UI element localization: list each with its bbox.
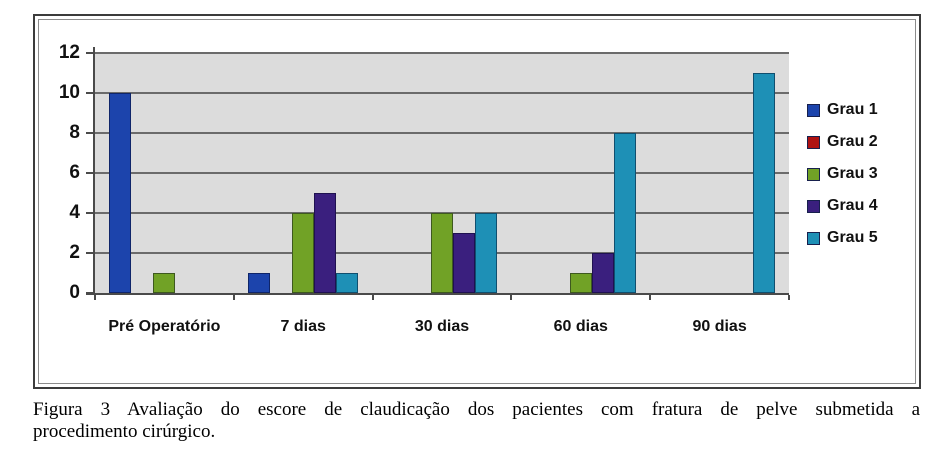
y-tick-mark — [86, 212, 94, 214]
y-tick-mark — [86, 92, 94, 94]
legend-swatch-icon — [807, 199, 820, 213]
y-tick-mark — [86, 252, 94, 254]
y-axis-tick-label: 8 — [69, 122, 80, 143]
legend-item: Grau 2 — [807, 132, 878, 152]
legend-item: Grau 4 — [807, 196, 878, 216]
bar-grau4 — [453, 233, 475, 293]
y-tick-mark — [86, 172, 94, 174]
x-axis-category-label: 7 dias — [280, 318, 326, 335]
legend-label: Grau 3 — [827, 165, 878, 182]
y-axis-tick-label: 10 — [58, 82, 80, 103]
figure-caption-line1: Figura 3 Avaliação do escore de claudica… — [33, 399, 920, 420]
chart-legend: Grau 1 Grau 2 Grau 3 Grau 4 Grau 5 — [807, 100, 878, 260]
x-axis-category-label: 60 dias — [553, 318, 608, 335]
y-gridline — [95, 132, 789, 134]
bar-grau1 — [109, 93, 132, 293]
y-axis-tick-label: 2 — [69, 242, 80, 263]
y-gridline — [95, 52, 789, 54]
legend-swatch-icon — [807, 231, 820, 245]
bar-grau4 — [314, 193, 337, 293]
x-tick-mark — [510, 295, 513, 300]
x-axis-category-label: Pré Operatório — [108, 318, 221, 335]
bar-grau5 — [752, 73, 775, 293]
x-axis-category-label: 90 dias — [692, 318, 747, 335]
bar-grau4 — [591, 253, 614, 293]
legend-swatch-icon — [807, 103, 820, 117]
x-tick-mark — [94, 295, 96, 300]
y-axis-tick-label: 12 — [58, 42, 80, 63]
bar-grau1 — [248, 273, 271, 293]
y-axis-tick-label: 0 — [69, 282, 80, 303]
bar-grau3 — [153, 273, 176, 293]
legend-label: Grau 2 — [827, 133, 878, 150]
bar-chart: 0 2 4 6 8 10 12 Pré Operatório 7 dias 30 dias 60 d… — [35, 16, 919, 387]
y-axis-line — [93, 47, 95, 295]
bar-grau3 — [292, 213, 315, 293]
x-tick-mark — [371, 295, 374, 300]
y-tick-mark — [86, 132, 94, 134]
legend-label: Grau 1 — [827, 101, 878, 118]
x-tick-mark — [788, 295, 790, 300]
y-axis-tick-label: 4 — [69, 202, 80, 223]
y-gridline — [95, 92, 789, 94]
x-axis-category-label: 30 dias — [414, 318, 470, 335]
legend-item: Grau 5 — [807, 228, 878, 248]
figure-frame: 0 2 4 6 8 10 12 Pré Operatório 7 dias 30 dias 60 d… — [33, 14, 921, 389]
x-tick-mark — [232, 295, 235, 300]
bar-grau5 — [613, 133, 636, 293]
legend-item: Grau 1 — [807, 100, 878, 120]
legend-label: Grau 4 — [827, 197, 878, 214]
bar-grau3 — [431, 213, 453, 293]
legend-item: Grau 3 — [807, 164, 878, 184]
y-gridline — [95, 172, 789, 174]
bar-grau3 — [569, 273, 592, 293]
legend-swatch-icon — [807, 135, 820, 149]
y-axis-tick-label: 6 — [69, 162, 80, 183]
bar-grau5 — [336, 273, 359, 293]
x-axis-line — [86, 293, 789, 295]
figure-caption: Figura 3 Avaliação do escore de claudica… — [33, 399, 920, 443]
bar-grau5 — [475, 213, 497, 293]
x-tick-mark — [649, 295, 652, 300]
legend-label: Grau 5 — [827, 229, 878, 246]
figure-caption-line2: procedimento cirúrgico. — [33, 421, 216, 442]
y-tick-mark — [86, 52, 94, 54]
legend-swatch-icon — [807, 167, 820, 181]
